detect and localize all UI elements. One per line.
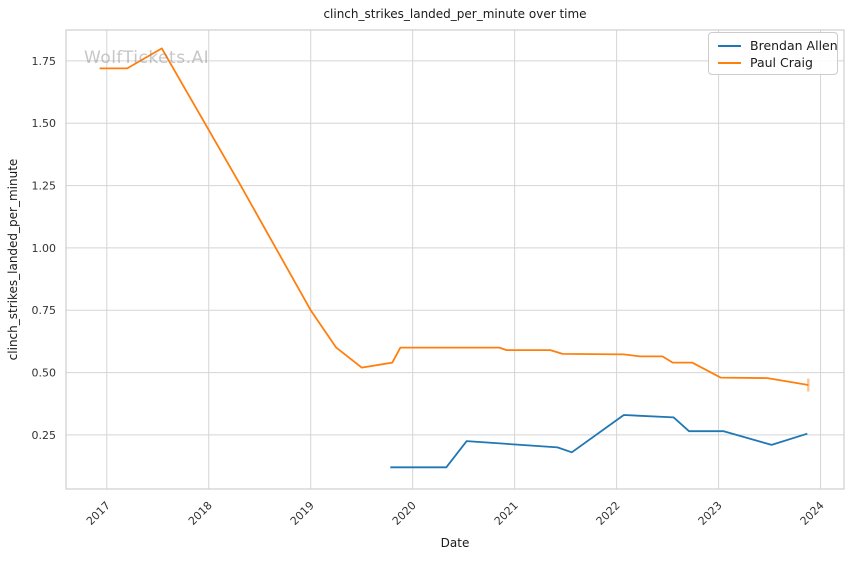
y-tick-label: 1.25 [32,180,57,193]
legend-entry-paul-craig: Paul Craig [709,54,837,71]
x-tick-label: 2022 [594,499,623,528]
x-tick-label: 2024 [798,499,827,528]
x-tick-label: 2017 [84,499,113,528]
x-tick-label: 2021 [492,499,521,528]
legend-entry-brendan-allen: Brendan Allen [709,37,838,54]
x-tick-label: 2023 [696,499,725,528]
legend-label: Paul Craig [750,55,813,70]
y-tick-label: 0.75 [32,304,57,317]
legend-line-swatch [718,44,741,47]
x-tick-label: 2020 [390,499,419,528]
series-line-brendan-allen [390,414,808,469]
legend-line-swatch [718,61,741,64]
x-axis-label: Date [440,536,470,550]
series-line-paul-craig [99,47,809,386]
legend: Brendan Allen Paul Craig [708,32,838,75]
watermark: WolfTickets.AI [84,48,210,68]
y-tick-label: 1.50 [32,117,57,130]
x-tick-label: 2019 [288,499,317,528]
plot-spines [65,29,845,490]
legend-label: Brendan Allen [750,38,838,53]
y-tick-label: 0.25 [32,429,57,442]
y-tick-label: 0.50 [32,367,57,380]
chart-title: clinch_strikes_landed_per_minute over ti… [323,7,587,21]
x-tick-label: 2018 [186,499,215,528]
y-tick-label: 1.00 [32,242,57,255]
y-tick-label: 1.75 [32,55,57,68]
y-axis-label: clinch_strikes_landed_per_minute [6,158,20,361]
